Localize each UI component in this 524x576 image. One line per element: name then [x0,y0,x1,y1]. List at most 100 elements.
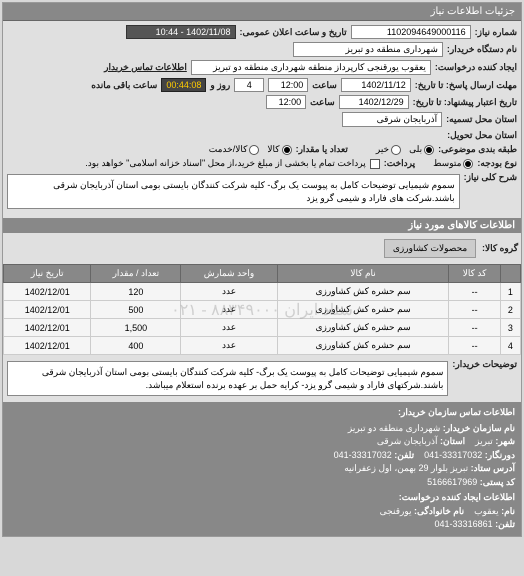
buyer-contact-link[interactable]: اطلاعات تماس خریدار [104,62,187,73]
qty-service[interactable]: کالا/خدمت [209,144,260,155]
time-label-2: ساعت [310,97,335,108]
table-cell: 4 [500,337,520,355]
table-cell: سم حشره کش کشاورزی [277,319,449,337]
buyer-name-field: شهرداری منطقه دو تبریز [293,42,443,57]
buyer-desc-row: توضیحات خریدار: سموم شیمیایی توضیحات کام… [3,355,521,402]
table-cell: 400 [91,337,181,355]
deadline-time-field: 12:00 [268,78,308,92]
address-value: تبریز بلوار 29 بهمن، اول زعفرانیه [344,463,468,473]
qty-kala[interactable]: کالا [267,144,291,155]
category-box: محصولات کشاورزی [384,239,476,258]
req-number-field: 1102094649000116 [351,25,471,39]
items-table: کد کالا نام کالا واحد شمارش تعداد / مقدا… [3,264,521,355]
buyer-desc-label: توضیحات خریدار: [452,359,517,370]
budget-label: نوع بودجه: [477,158,517,169]
desc-box: سموم شیمیایی توضیحات کامل به پیوست یک بر… [7,174,460,209]
announce-label: تاریخ و ساعت اعلان عمومی: [240,27,347,38]
category-row: گروه کالا: محصولات کشاورزی [3,233,521,264]
address-label: آدرس ستاد: [471,463,515,473]
validity-time-field: 12:00 [266,95,306,109]
payment-checkbox[interactable] [370,159,380,169]
time-label-1: ساعت [312,80,337,91]
th-unit: واحد شمارش [181,265,277,283]
th-qty: تعداد / مقدار [91,265,181,283]
table-cell: -- [449,337,500,355]
category-label: گروه کالا: [482,243,518,253]
postal-label: کد پستی: [480,477,515,487]
req-creator-title: اطلاعات ایجاد کننده درخواست: [9,491,515,505]
days-label: روز و [210,80,230,91]
form-section: شماره نیاز: 1102094649000116 تاریخ و ساع… [3,21,521,218]
fax-label: دورنگار: [485,450,515,460]
table-cell: عدد [181,283,277,301]
creator-field: یعقوب یورقنجی کارپرداز منطقه شهرداری منط… [191,60,431,75]
city-value: تبریز [475,436,493,446]
table-cell: عدد [181,319,277,337]
table-cell: 1402/12/01 [4,319,91,337]
table-cell: 500 [91,301,181,319]
deadline-label: مهلت ارسال پاسخ: تا تاریخ: [415,80,517,91]
priority-no[interactable]: خیر [376,144,401,155]
req-number-label: شماره نیاز: [475,27,517,38]
footer-title: اطلاعات تماس سازمان خریدار: [9,406,515,420]
priority-yes[interactable]: بلی [409,144,434,155]
budget-mid[interactable]: متوسط [433,158,473,169]
table-cell: عدد [181,301,277,319]
th-name: نام کالا [277,265,449,283]
table-cell: سم حشره کش کشاورزی [277,283,449,301]
table-cell: 1402/12/01 [4,283,91,301]
qty-kala-label: کالا [267,144,279,155]
validity-label: تاریخ اعتبار پیشنهاد: تا تاریخ: [413,97,517,108]
buyer-name-label: نام دستگاه خریدار: [447,44,517,55]
org-label: نام سازمان خریدار: [443,423,515,433]
creator-label: ایجاد کننده درخواست: [435,62,517,73]
qty-type-label: تعداد یا مقدار: [296,144,348,155]
table-row: 2--سم حشره کش کشاورزیعدد5001402/12/01 [4,301,521,319]
radio-icon [424,145,434,155]
table-row: 1--سم حشره کش کشاورزیعدد1201402/12/01 [4,283,521,301]
radio-icon [463,159,473,169]
table-cell: -- [449,301,500,319]
desc-label: شرح کلی نیاز: [464,172,517,183]
name-value: یعقوب [474,506,499,516]
table-row: 4--سم حشره کش کشاورزیعدد4001402/12/01 [4,337,521,355]
th-code: کد کالا [449,265,500,283]
lname-value: یورقنجی [380,506,412,516]
table-cell: 120 [91,283,181,301]
fax-value: 33317032-041 [424,450,482,460]
deadline-date-field: 1402/11/12 [341,78,411,92]
panel-header: جزئیات اطلاعات نیاز [3,3,521,21]
table-cell: -- [449,319,500,337]
radio-icon [391,145,401,155]
table-cell: 1402/12/01 [4,337,91,355]
items-table-wrap: کد کالا نام کالا واحد شمارش تعداد / مقدا… [3,264,521,355]
table-header-row: کد کالا نام کالا واحد شمارش تعداد / مقدا… [4,265,521,283]
table-cell: 1402/12/01 [4,301,91,319]
buyer-desc-box: سموم شیمیایی توضیحات کامل به پیوست یک بر… [7,361,448,396]
phone-value: 33317032-041 [334,450,392,460]
table-cell: -- [449,283,500,301]
province-label: استان: [440,436,465,446]
remaining-days-field: 4 [234,78,264,92]
th-date: تاریخ نیاز [4,265,91,283]
table-cell: سم حشره کش کشاورزی [277,337,449,355]
qty-service-label: کالا/خدمت [209,144,248,155]
delivery-label: استان محل تحویل: [447,130,517,141]
table-cell: عدد [181,337,277,355]
validity-date-field: 1402/12/29 [339,95,409,109]
org-value: شهرداری منطقه دو تبریز [348,423,440,433]
table-cell: 2 [500,301,520,319]
name-label: نام: [501,506,515,516]
table-cell: 1,500 [91,319,181,337]
main-panel: جزئیات اطلاعات نیاز شماره نیاز: 11020946… [2,2,522,537]
payment-text: پرداخت تمام یا بخشی از مبلغ خرید،از محل … [85,158,365,169]
table-cell: سم حشره کش کشاورزی [277,301,449,319]
lname-label: نام خانوادگی: [414,506,464,516]
table-cell: 1 [500,283,520,301]
announce-field: 1402/11/08 - 10:44 [126,25,236,39]
radio-icon [282,145,292,155]
location-field: آذربایجان شرقی [342,112,442,127]
items-section-title: اطلاعات کالاهای مورد نیاز [3,218,521,233]
tel-value: 33316861-041 [435,519,493,529]
remaining-time-field: 00:44:08 [161,78,206,92]
